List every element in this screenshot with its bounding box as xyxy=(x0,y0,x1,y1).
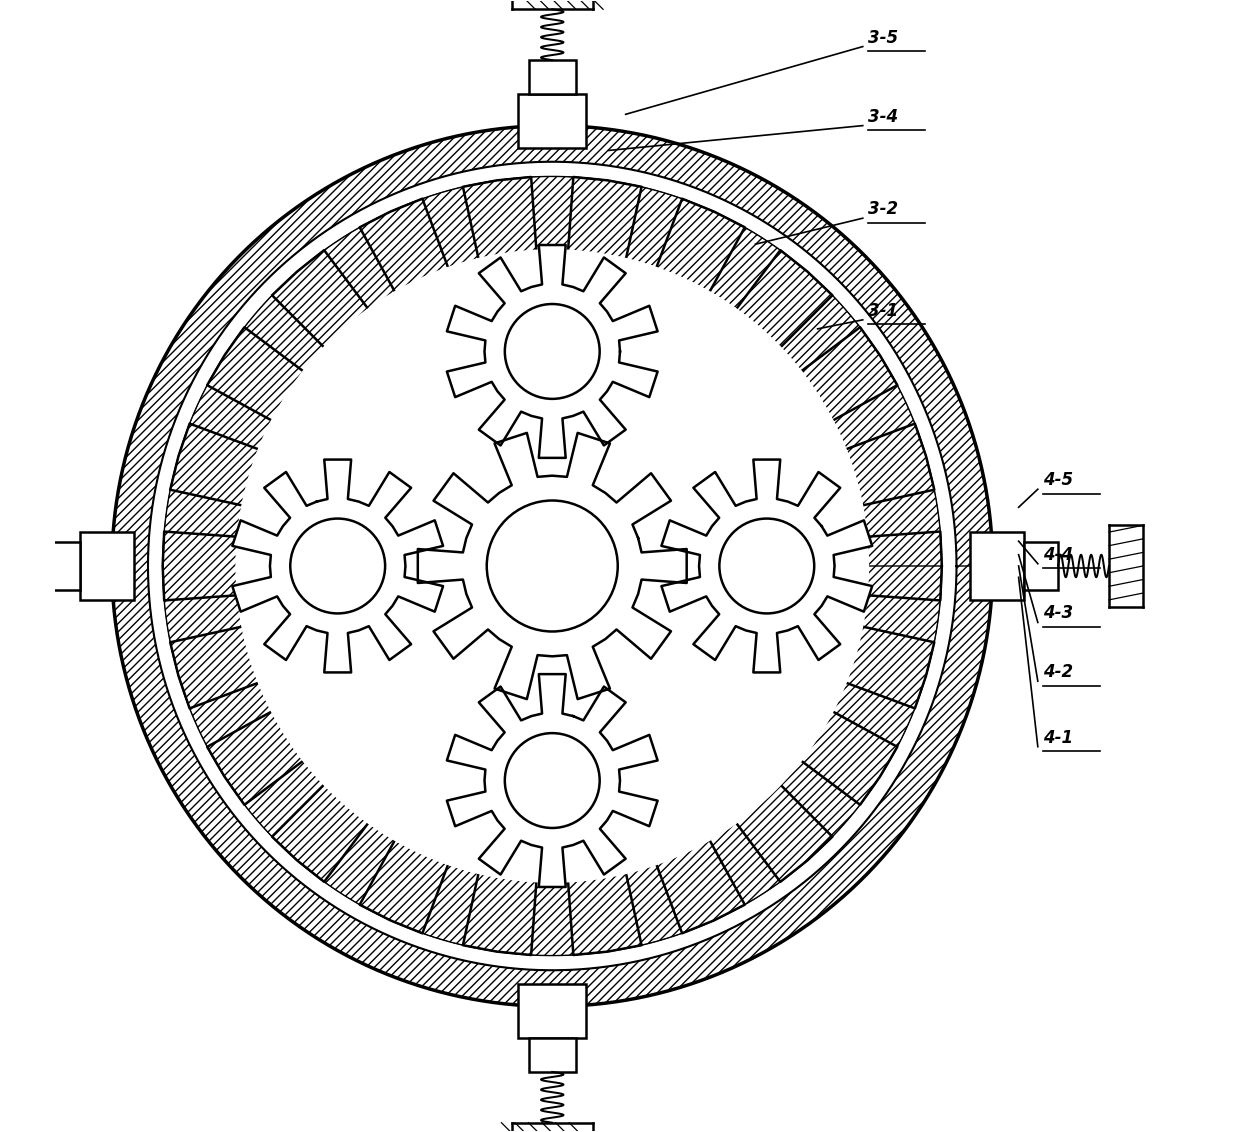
Text: 3-4: 3-4 xyxy=(868,108,899,126)
Polygon shape xyxy=(418,432,687,700)
Text: 4-3: 4-3 xyxy=(1043,604,1074,623)
Text: 3-2: 3-2 xyxy=(868,200,899,218)
Circle shape xyxy=(719,518,815,614)
Text: 3-1: 3-1 xyxy=(868,302,899,320)
Circle shape xyxy=(505,734,600,827)
Polygon shape xyxy=(518,984,587,1038)
Polygon shape xyxy=(1024,542,1058,590)
Polygon shape xyxy=(81,532,134,600)
Polygon shape xyxy=(162,177,942,955)
Polygon shape xyxy=(528,1038,575,1072)
Polygon shape xyxy=(518,94,587,148)
Polygon shape xyxy=(528,60,575,94)
Circle shape xyxy=(487,500,618,632)
Polygon shape xyxy=(970,532,1024,600)
Text: 3-5: 3-5 xyxy=(868,28,899,46)
Polygon shape xyxy=(446,675,657,887)
Polygon shape xyxy=(112,126,993,1006)
Polygon shape xyxy=(446,245,657,457)
Polygon shape xyxy=(46,542,81,590)
Circle shape xyxy=(290,518,386,614)
Polygon shape xyxy=(661,460,872,672)
Text: 4-2: 4-2 xyxy=(1043,663,1074,681)
Text: 4-5: 4-5 xyxy=(1043,471,1074,489)
Circle shape xyxy=(505,305,600,398)
Polygon shape xyxy=(232,460,443,672)
Text: 4-1: 4-1 xyxy=(1043,729,1074,747)
Circle shape xyxy=(236,250,868,882)
Text: 4-4: 4-4 xyxy=(1043,546,1074,564)
